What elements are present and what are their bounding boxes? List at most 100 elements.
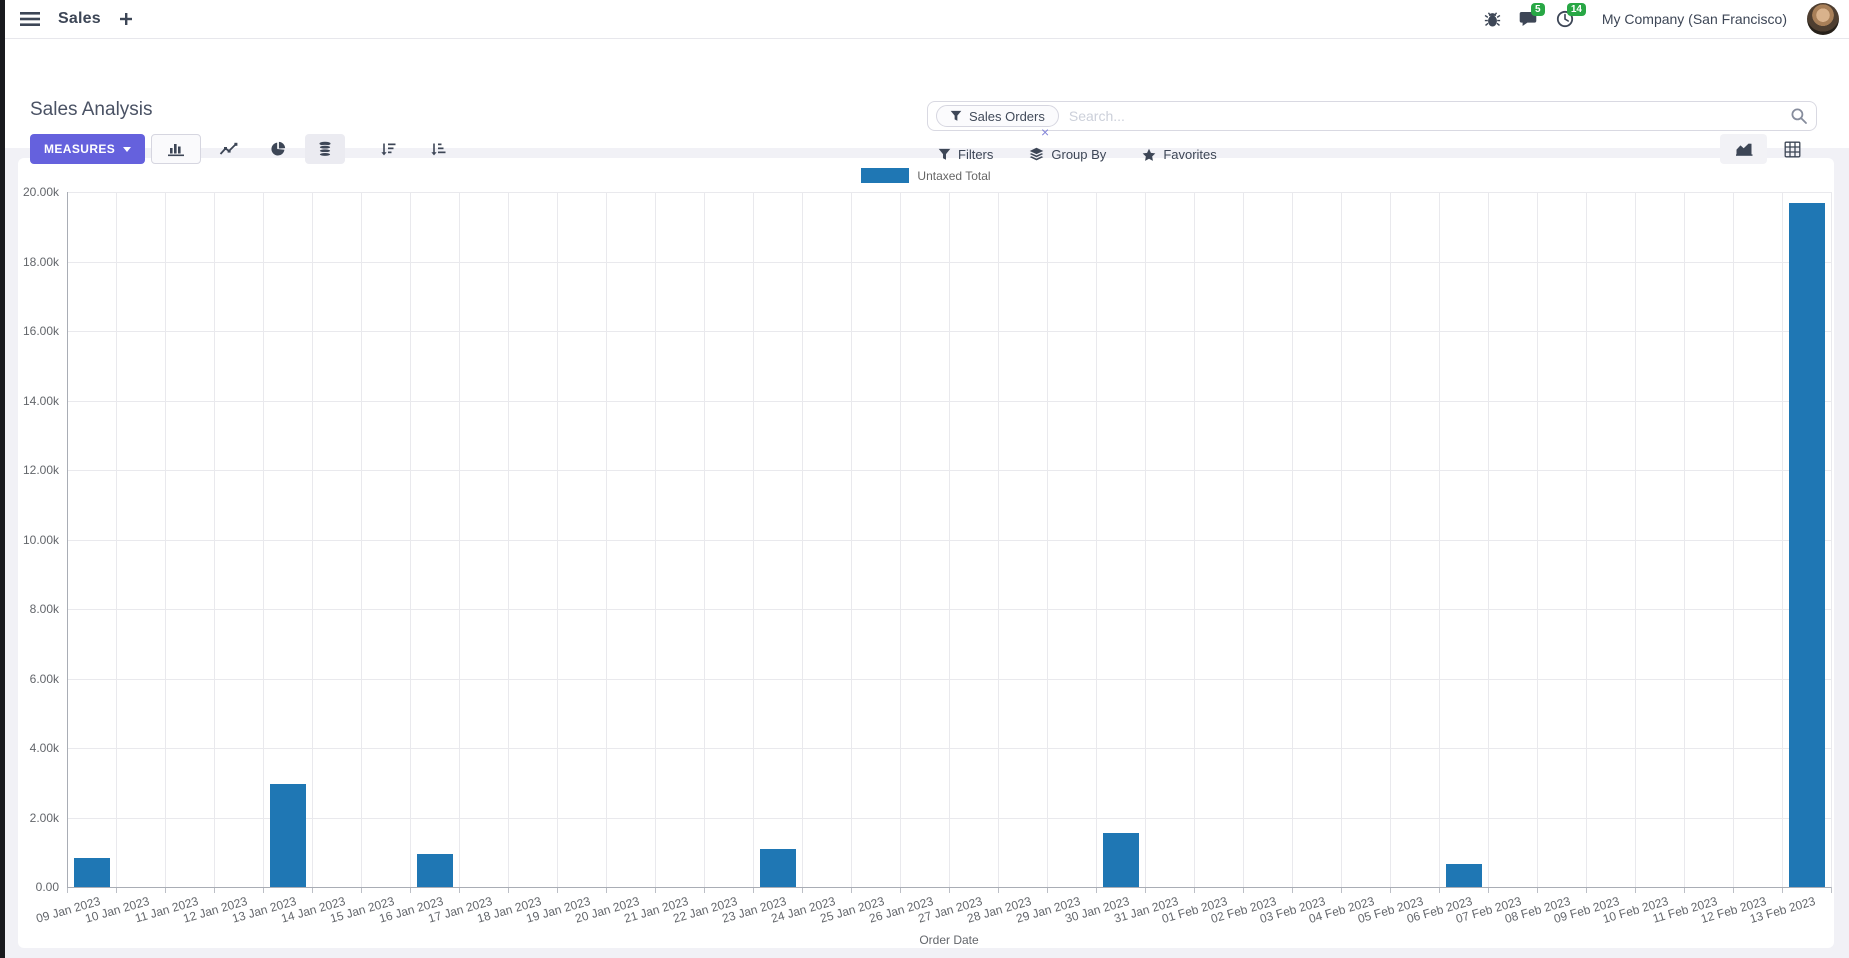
app-name[interactable]: Sales bbox=[58, 10, 101, 27]
bar[interactable] bbox=[1445, 864, 1482, 887]
chart-card: 20.00k 18.00k 16.00k 14.00k 12.00k 10.00k 8.00… bbox=[18, 158, 1834, 948]
x-axis-tick bbox=[851, 887, 852, 893]
user-avatar[interactable] bbox=[1807, 3, 1839, 35]
layers-icon bbox=[1030, 147, 1044, 161]
messages-menu[interactable]: 5 bbox=[1516, 3, 1545, 32]
bar[interactable] bbox=[73, 858, 110, 887]
x-axis-title: Order Date bbox=[919, 933, 979, 947]
search-bar[interactable]: Sales Orders bbox=[927, 101, 1817, 131]
apps-menu-button[interactable] bbox=[16, 7, 44, 31]
x-axis-tick bbox=[1145, 887, 1146, 893]
measures-button[interactable]: MEASURES bbox=[30, 134, 146, 164]
favorites-button[interactable]: Favorites bbox=[1142, 147, 1217, 162]
line-chart-button[interactable] bbox=[205, 134, 251, 164]
x-axis-tick bbox=[753, 887, 754, 893]
x-axis-tick bbox=[1194, 887, 1195, 893]
bar[interactable] bbox=[759, 849, 796, 887]
x-axis-tick bbox=[1586, 887, 1587, 893]
x-axis-tick bbox=[508, 887, 509, 893]
x-axis-tick bbox=[410, 887, 411, 893]
x-axis-tick bbox=[606, 887, 607, 893]
company-switcher[interactable]: My Company (San Francisco) bbox=[1601, 11, 1787, 27]
v-gridline bbox=[214, 192, 215, 887]
x-axis-tick bbox=[1635, 887, 1636, 893]
bar-chart-button[interactable] bbox=[151, 134, 201, 164]
x-axis-tick bbox=[1292, 887, 1293, 893]
y-tick-label: 10.00k bbox=[22, 532, 59, 547]
debug-button[interactable] bbox=[1480, 6, 1506, 32]
v-gridline bbox=[655, 192, 656, 887]
group-by-button[interactable]: Group By bbox=[1029, 147, 1106, 162]
x-axis-tick bbox=[1096, 887, 1097, 893]
x-axis-tick bbox=[1537, 887, 1538, 893]
pivot-view-button[interactable] bbox=[1769, 134, 1816, 164]
v-gridline bbox=[1488, 192, 1489, 887]
bar[interactable] bbox=[269, 784, 306, 887]
pie-chart-button[interactable] bbox=[255, 134, 301, 164]
legend-swatch bbox=[861, 168, 910, 183]
bar[interactable] bbox=[416, 853, 453, 887]
stack-icon bbox=[318, 141, 332, 157]
caret-down-icon bbox=[123, 146, 132, 152]
v-gridline bbox=[851, 192, 852, 887]
sort-descending-button[interactable] bbox=[365, 134, 411, 164]
x-axis-tick bbox=[655, 887, 656, 893]
view-switcher bbox=[1720, 134, 1816, 164]
x-axis-tick bbox=[900, 887, 901, 893]
measures-label: MEASURES bbox=[44, 142, 116, 156]
star-icon bbox=[1143, 148, 1156, 161]
sort-ascending-button[interactable] bbox=[415, 134, 461, 164]
x-axis-tick bbox=[1439, 887, 1440, 893]
top-navbar: Sales bbox=[0, 0, 1849, 39]
new-tab-button[interactable] bbox=[115, 8, 137, 30]
y-tick-label: 0.00 bbox=[35, 880, 59, 894]
bar[interactable] bbox=[1102, 833, 1139, 887]
v-gridline bbox=[361, 192, 362, 887]
y-tick-label: 20.00k bbox=[22, 185, 59, 199]
pivot-table-icon bbox=[1784, 141, 1801, 157]
x-axis-tick bbox=[165, 887, 166, 893]
facet-label: Sales Orders bbox=[969, 108, 1045, 124]
x-axis-tick bbox=[263, 887, 264, 893]
x-axis-tick bbox=[459, 887, 460, 893]
v-gridline bbox=[1194, 192, 1195, 887]
v-gridline bbox=[1390, 192, 1391, 887]
systray: 5 14 My Company (San Francisco) bbox=[1480, 3, 1841, 35]
v-gridline bbox=[459, 192, 460, 887]
x-axis-tick bbox=[1831, 887, 1832, 893]
area-chart-icon bbox=[1735, 143, 1752, 156]
x-axis-tick bbox=[998, 887, 999, 893]
y-tick-label: 18.00k bbox=[22, 254, 59, 269]
search-input[interactable] bbox=[1068, 108, 1790, 124]
chart-legend[interactable]: Untaxed Total bbox=[18, 168, 1834, 183]
v-gridline bbox=[1635, 192, 1636, 887]
content-area: 20.00k 18.00k 16.00k 14.00k 12.00k 10.00k 8.00… bbox=[0, 148, 1849, 958]
activities-menu[interactable]: 14 bbox=[1552, 3, 1586, 32]
graph-view-button[interactable] bbox=[1720, 134, 1767, 164]
v-gridline bbox=[263, 192, 264, 887]
filters-button[interactable]: Filters bbox=[938, 147, 993, 162]
x-axis-tick bbox=[704, 887, 705, 893]
bar-chart-icon bbox=[168, 144, 184, 157]
chart-plot: 20.00k 18.00k 16.00k 14.00k 12.00k 10.00k 8.00… bbox=[18, 158, 1834, 948]
x-axis-tick bbox=[67, 887, 68, 893]
search-icon[interactable] bbox=[1790, 107, 1808, 125]
y-tick-label: 4.00k bbox=[29, 741, 59, 755]
x-axis-tick bbox=[116, 887, 117, 893]
bar[interactable] bbox=[1788, 203, 1825, 887]
plus-icon bbox=[119, 13, 132, 25]
search-facet-sales-orders[interactable]: Sales Orders bbox=[936, 105, 1059, 127]
x-axis-tick bbox=[312, 887, 313, 893]
line-chart-icon bbox=[219, 142, 237, 155]
stacked-toggle-button[interactable] bbox=[305, 134, 345, 164]
x-axis-tick bbox=[1733, 887, 1734, 893]
v-gridline bbox=[1292, 192, 1293, 887]
pie-chart-icon bbox=[271, 141, 286, 156]
hamburger-icon bbox=[20, 12, 40, 26]
filter-funnel-icon bbox=[950, 110, 962, 121]
x-axis-tick bbox=[1390, 887, 1391, 893]
v-gridline bbox=[557, 192, 558, 887]
v-gridline bbox=[1096, 192, 1097, 887]
facet-remove-icon[interactable]: × bbox=[1041, 124, 1050, 140]
